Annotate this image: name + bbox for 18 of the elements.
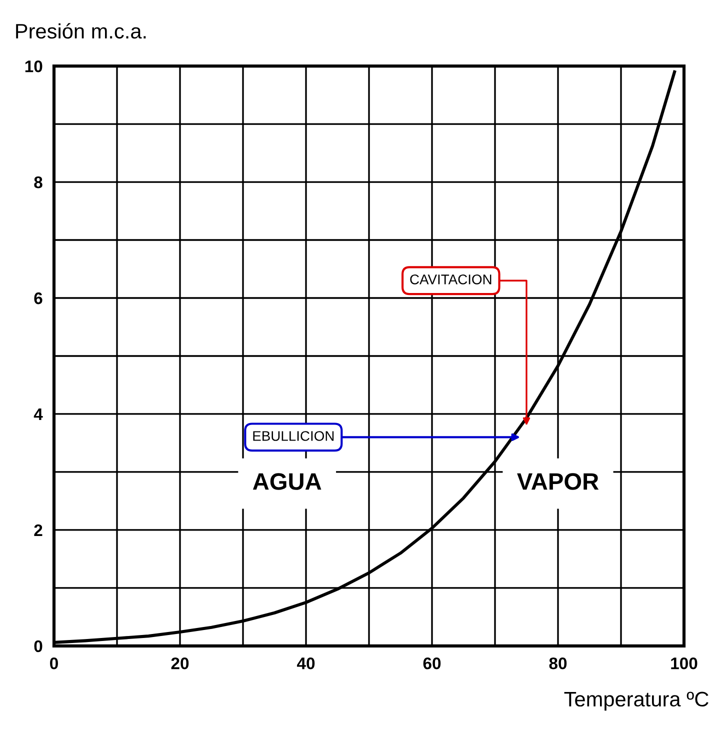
x-tick-label: 100: [671, 657, 698, 670]
annotation: CAVITACION: [410, 274, 492, 284]
x-axis-title: Temperatura ºC: [564, 692, 708, 711]
x-tick-label: 0: [50, 657, 58, 670]
y-tick-label: 2: [34, 524, 42, 536]
x-tick-label: 60: [423, 657, 441, 670]
y-tick-label: 4: [34, 408, 43, 420]
annotation: VAPOR: [517, 473, 599, 490]
annotation: EBULLICION: [253, 431, 334, 441]
y-axis-title: Presión m.c.a.: [16, 23, 146, 39]
y-tick-label: 8: [34, 176, 42, 188]
annotation: AGUA: [252, 473, 322, 490]
y-tick-label: 0: [34, 640, 42, 652]
x-tick-label: 20: [171, 657, 189, 670]
x-tick-label: 80: [549, 657, 567, 670]
x-tick-label: 40: [296, 657, 315, 670]
y-tick-label: 6: [34, 292, 42, 304]
y-tick-label: 10: [25, 60, 42, 72]
